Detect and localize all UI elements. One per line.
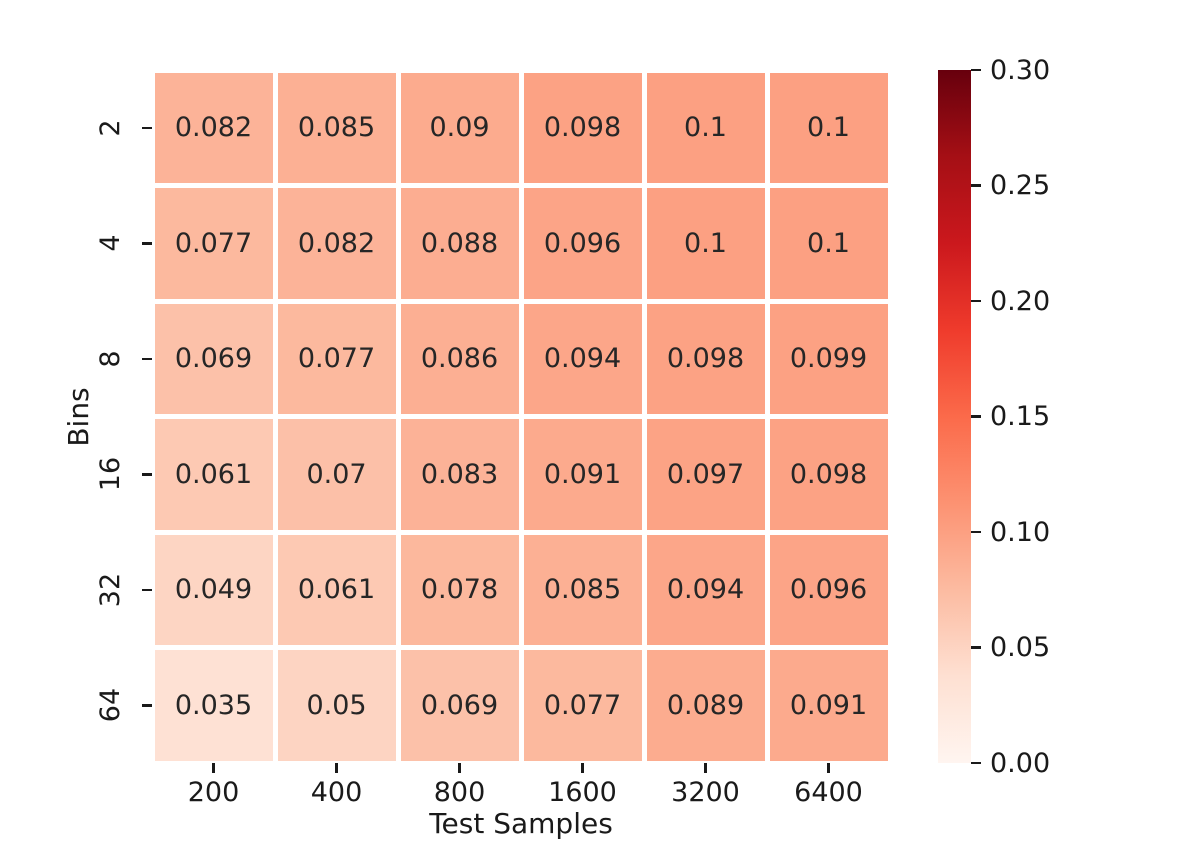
- colorbar-tick-mark: [971, 299, 981, 303]
- heatmap-cell: 0.09: [400, 72, 519, 183]
- colorbar-tick-mark: [971, 761, 981, 765]
- heatmap-cell: 0.035: [154, 650, 273, 761]
- heatmap-cell: 0.088: [400, 188, 519, 299]
- heatmap-cell: 0.069: [154, 303, 273, 414]
- colorbar-tick-label: 0.00: [990, 747, 1051, 779]
- y-tick-mark: [142, 126, 152, 129]
- y-tick-mark: [142, 588, 152, 591]
- heatmap-cell: 0.091: [523, 419, 642, 530]
- heatmap-cell: 0.099: [769, 303, 888, 414]
- x-tick-mark: [827, 763, 830, 773]
- heatmap-cell: 0.097: [646, 419, 765, 530]
- y-tick-label: 32: [94, 572, 126, 607]
- y-tick-mark: [142, 704, 152, 707]
- heatmap-cell: 0.096: [769, 534, 888, 645]
- heatmap-cell: 0.094: [646, 534, 765, 645]
- heatmap-cell: 0.098: [769, 419, 888, 530]
- x-tick-mark: [212, 763, 215, 773]
- heatmap-cell: 0.096: [523, 188, 642, 299]
- heatmap-cell: 0.091: [769, 650, 888, 761]
- heatmap-cell: 0.085: [523, 534, 642, 645]
- colorbar-gradient: [938, 70, 971, 763]
- colorbar-tick-label: 0.20: [990, 285, 1051, 317]
- y-tick-label: 2: [94, 119, 126, 137]
- y-tick-label: 8: [94, 350, 126, 368]
- heatmap-cell: 0.077: [523, 650, 642, 761]
- colorbar-tick-label: 0.10: [990, 516, 1051, 548]
- x-tick-label: 6400: [794, 776, 863, 808]
- heatmap-cell: 0.086: [400, 303, 519, 414]
- heatmap-cell: 0.085: [277, 72, 396, 183]
- heatmap-cell: 0.061: [154, 419, 273, 530]
- y-axis-title: Bins: [61, 387, 95, 447]
- x-tick-mark: [581, 763, 584, 773]
- heatmap-cell: 0.082: [154, 72, 273, 183]
- x-tick-mark: [704, 763, 707, 773]
- colorbar-tick-mark: [971, 646, 981, 649]
- heatmap-cell: 0.049: [154, 534, 273, 645]
- heatmap-cell: 0.098: [523, 72, 642, 183]
- x-tick-mark: [335, 763, 338, 773]
- heatmap-cell: 0.077: [277, 303, 396, 414]
- x-tick-label: 3200: [671, 776, 740, 808]
- heatmap-cell: 0.1: [769, 188, 888, 299]
- y-tick-mark: [142, 473, 152, 476]
- heatmap-cell: 0.077: [154, 188, 273, 299]
- heatmap-cell: 0.061: [277, 534, 396, 645]
- x-tick-label: 400: [310, 776, 363, 808]
- heatmap-cell: 0.094: [523, 303, 642, 414]
- colorbar-tick-label: 0.30: [990, 54, 1051, 86]
- y-tick-mark: [142, 357, 152, 360]
- heatmap-cell: 0.098: [646, 303, 765, 414]
- heatmap-cell: 0.069: [400, 650, 519, 761]
- heatmap-cell: 0.089: [646, 650, 765, 761]
- x-tick-mark: [458, 763, 461, 773]
- heatmap-cell: 0.078: [400, 534, 519, 645]
- heatmap-cell: 0.1: [646, 188, 765, 299]
- heatmap-cell: 0.07: [277, 419, 396, 530]
- colorbar: [938, 70, 971, 763]
- colorbar-tick-label: 0.25: [990, 170, 1051, 201]
- heatmap-cell: 0.083: [400, 419, 519, 530]
- y-tick-mark: [142, 242, 152, 245]
- x-tick-label: 800: [433, 776, 486, 808]
- colorbar-tick-label: 0.05: [990, 632, 1051, 663]
- x-axis-title: Test Samples: [429, 806, 613, 840]
- heatmap-cell: 0.1: [769, 72, 888, 183]
- colorbar-tick-mark: [971, 415, 981, 418]
- colorbar-tick-mark: [971, 184, 981, 187]
- x-tick-label: 200: [187, 776, 240, 808]
- colorbar-tick-mark: [971, 530, 981, 534]
- y-tick-label: 16: [94, 457, 126, 492]
- y-tick-label: 64: [94, 688, 126, 723]
- heatmap-cell: 0.05: [277, 650, 396, 761]
- x-tick-label: 1600: [548, 776, 617, 808]
- colorbar-tick-mark: [971, 68, 981, 72]
- y-tick-label: 4: [94, 234, 126, 252]
- heatmap-cell: 0.1: [646, 72, 765, 183]
- colorbar-tick-label: 0.15: [990, 401, 1051, 432]
- heatmap-cell: 0.082: [277, 188, 396, 299]
